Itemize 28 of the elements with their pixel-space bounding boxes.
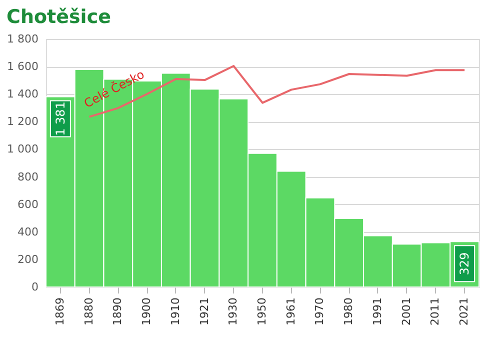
x-tick-label: 1980 [342, 298, 356, 326]
data-label: 1 381 [53, 102, 68, 136]
y-tick-label: 600 [18, 198, 38, 211]
x-tick-label: 2001 [400, 298, 413, 326]
y-tick-label: 800 [18, 170, 38, 184]
y-tick-label: 200 [18, 252, 38, 266]
x-tick-label: 2021 [458, 298, 471, 326]
y-tick-label: 0 [32, 280, 38, 294]
x-tick-label: 1890 [111, 298, 124, 326]
x-tick-label: 1961 [284, 298, 298, 326]
y-tick-label: 1 200 [7, 115, 38, 128]
y-tick-label: 400 [18, 225, 38, 238]
x-tick-label: 1950 [256, 298, 268, 326]
data-label: 329 [458, 252, 472, 276]
y-tick-label: 1 000 [7, 142, 38, 156]
x-tick-label: 1869 [53, 298, 66, 326]
x-tick-label: 1991 [370, 298, 384, 326]
y-tick-label: 1 600 [7, 60, 38, 74]
x-tick-label: 1900 [140, 298, 154, 326]
x-tick-label: 1930 [226, 298, 240, 326]
x-tick-label: 1910 [168, 298, 182, 326]
x-tick-label: 1970 [313, 298, 326, 326]
x-tick-label: 1921 [198, 298, 211, 326]
chart-title: Chotěšice [6, 6, 111, 28]
y-tick-label: 1 400 [7, 88, 38, 101]
x-tick-label: 1880 [82, 298, 96, 326]
y-tick-label: 1 800 [7, 32, 38, 46]
x-tick-label: 2011 [428, 298, 442, 326]
